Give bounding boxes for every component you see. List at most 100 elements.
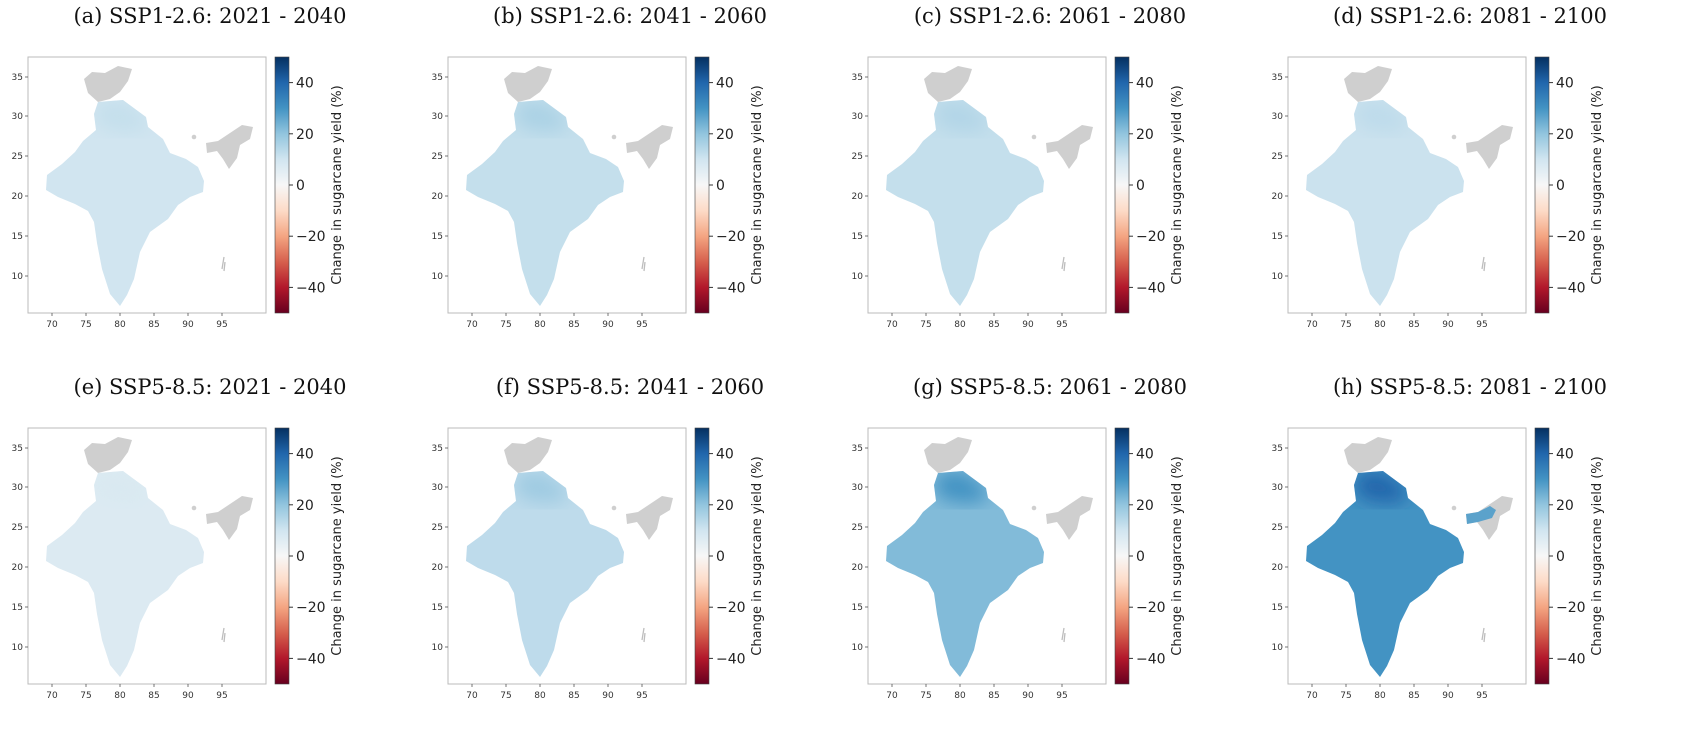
- y-tick-label: 15: [1272, 603, 1283, 613]
- x-tick-label: 75: [920, 320, 931, 330]
- x-tick-label: 70: [1306, 691, 1318, 701]
- north-intensity-overlay: [934, 100, 988, 132]
- colorbar-tick-label: −20: [1136, 229, 1166, 245]
- colorbar-tick-label: −40: [1136, 651, 1166, 667]
- x-tick-label: 70: [466, 691, 478, 701]
- map-panel: (b) SSP1-2.6: 2041 - 2060 70 75 80 85 90 95 35 3…: [420, 0, 840, 371]
- panel-title: (e) SSP5-8.5: 2021 - 2040: [73, 375, 347, 399]
- y-tick-label: 35: [12, 444, 23, 454]
- north-intensity-overlay: [94, 471, 148, 503]
- colorbar-tick-label: 40: [1136, 447, 1154, 463]
- y-tick-label: 35: [12, 73, 23, 83]
- y-tick-label: 25: [852, 152, 863, 162]
- y-tick-label: 30: [1272, 112, 1284, 122]
- colorbar-label: Change in sugarcane yield (%): [1170, 85, 1185, 284]
- kashmir-nodata-region: [84, 66, 132, 102]
- x-tick-label: 85: [148, 320, 159, 330]
- y-tick-label: 15: [432, 603, 443, 613]
- colorbar: [274, 427, 290, 685]
- map-panel: (c) SSP1-2.6: 2061 - 2080 70 75 80 85 90 95 35 3…: [840, 0, 1260, 371]
- panel-title: (a) SSP1-2.6: 2021 - 2040: [73, 4, 347, 28]
- y-tick-label: 30: [852, 112, 864, 122]
- x-tick-label: 75: [500, 320, 511, 330]
- colorbar-label: Change in sugarcane yield (%): [330, 456, 345, 655]
- panel-title: (d) SSP1-2.6: 2081 - 2100: [1333, 4, 1607, 28]
- north-intensity-overlay: [94, 100, 148, 132]
- colorbar-label: Change in sugarcane yield (%): [330, 85, 345, 284]
- x-tick-label: 75: [1340, 691, 1351, 701]
- y-tick-label: 20: [12, 192, 24, 202]
- y-tick-label: 10: [1272, 272, 1284, 282]
- map-panel: (h) SSP5-8.5: 2081 - 2100 70 75 80 85 90 95 35 3…: [1260, 371, 1680, 742]
- india-mainland-region: [1306, 471, 1464, 677]
- india-mainland-region: [46, 471, 204, 677]
- north-intensity-overlay: [934, 471, 988, 503]
- map-frame: [447, 56, 687, 314]
- x-tick-label: 90: [602, 691, 614, 701]
- y-tick-label: 25: [432, 523, 443, 533]
- colorbar-tick-label: 40: [296, 76, 314, 92]
- y-tick-label: 10: [1272, 643, 1284, 653]
- andaman-islands: [1481, 256, 1486, 272]
- x-tick-label: 85: [1408, 691, 1419, 701]
- map-frame: [867, 56, 1107, 314]
- colorbar-tick-label: 40: [296, 447, 314, 463]
- x-tick-label: 85: [1408, 320, 1419, 330]
- map-plot: 70 75 80 85 90 95 35 30 25 20 15 10 40 20 0 −20 −40 Chang…: [852, 56, 1185, 330]
- y-tick-label: 30: [1272, 483, 1284, 493]
- y-tick-label: 20: [1272, 192, 1284, 202]
- map-frame: [1287, 56, 1527, 314]
- map-plot: 70 75 80 85 90 95 35 30 25 20 15 10 40 20 0 −20 −40 Chang…: [432, 427, 765, 701]
- sikkim-region: [1031, 505, 1037, 511]
- y-tick-label: 35: [852, 444, 863, 454]
- colorbar-tick-label: 40: [716, 76, 734, 92]
- y-tick-label: 35: [432, 444, 443, 454]
- colorbar-tick-label: −40: [1556, 651, 1586, 667]
- x-tick-label: 85: [568, 691, 579, 701]
- colorbar-tick-label: 20: [716, 498, 734, 514]
- y-tick-label: 30: [432, 483, 444, 493]
- colorbar-tick-label: −20: [716, 600, 746, 616]
- x-tick-label: 95: [1056, 320, 1067, 330]
- colorbar-tick-label: 40: [1556, 447, 1574, 463]
- colorbar-tick-label: 0: [1136, 178, 1145, 194]
- india-mainland-region: [466, 471, 624, 677]
- y-tick-label: 15: [1272, 232, 1283, 242]
- map-frame: [27, 427, 267, 685]
- x-tick-label: 90: [182, 691, 194, 701]
- kashmir-nodata-region: [1344, 66, 1392, 102]
- sikkim-region: [1031, 134, 1037, 140]
- colorbar-tick-label: −40: [296, 651, 326, 667]
- colorbar: [694, 56, 710, 314]
- andaman-islands: [641, 627, 646, 643]
- y-tick-label: 30: [852, 483, 864, 493]
- y-tick-label: 25: [12, 152, 23, 162]
- india-mainland-region: [886, 471, 1044, 677]
- northeast-region: [626, 125, 673, 169]
- x-tick-label: 90: [1022, 320, 1034, 330]
- colorbar-tick-label: −20: [1136, 600, 1166, 616]
- colorbar-tick-label: 20: [716, 127, 734, 143]
- y-tick-label: 20: [852, 192, 864, 202]
- map-plot: 70 75 80 85 90 95 35 30 25 20 15 10 40 20 0 −20 −40 Chang…: [1272, 56, 1605, 330]
- northeast-region: [1046, 125, 1093, 169]
- x-tick-label: 75: [1340, 320, 1351, 330]
- x-tick-label: 95: [636, 320, 647, 330]
- sikkim-region: [1451, 134, 1457, 140]
- x-tick-label: 75: [80, 691, 91, 701]
- x-tick-label: 90: [1022, 691, 1034, 701]
- northwest-region: [934, 100, 988, 132]
- x-tick-label: 75: [500, 691, 511, 701]
- india-mainland-region: [886, 100, 1044, 306]
- andaman-islands: [1061, 627, 1066, 643]
- y-tick-label: 30: [12, 483, 24, 493]
- x-tick-label: 90: [1442, 320, 1454, 330]
- x-tick-label: 80: [954, 691, 966, 701]
- colorbar-tick-label: 0: [1556, 178, 1565, 194]
- colorbar: [1534, 427, 1550, 685]
- panel-title: (g) SSP5-8.5: 2061 - 2080: [913, 375, 1187, 399]
- y-tick-label: 20: [1272, 563, 1284, 573]
- northeast-region: [206, 125, 253, 169]
- colorbar: [694, 427, 710, 685]
